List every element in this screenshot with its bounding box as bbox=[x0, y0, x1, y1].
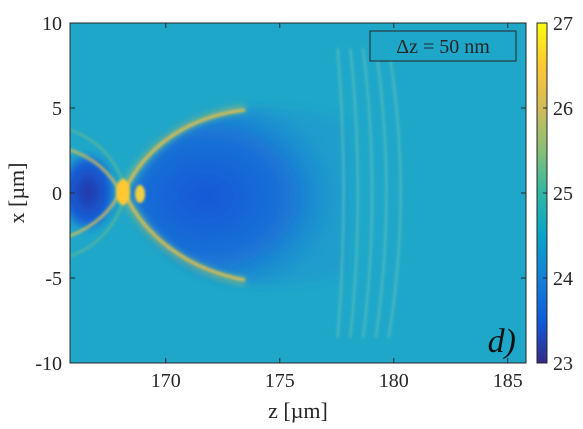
colorbar-tick-label: 27 bbox=[553, 13, 573, 35]
y-tick-label: -10 bbox=[35, 353, 62, 375]
heatmap bbox=[70, 23, 526, 363]
annotation-text: Δz = 50 nm bbox=[396, 36, 490, 58]
colorbar-tick-label: 23 bbox=[553, 353, 573, 375]
colorbar-axis: 23 24 25 26 27 bbox=[543, 13, 573, 375]
fringe-line bbox=[349, 48, 359, 338]
low-density-cavity bbox=[128, 108, 351, 286]
hot-spot bbox=[116, 179, 130, 205]
colorbar-tick-label: 25 bbox=[553, 183, 573, 205]
left-cavity bbox=[70, 150, 118, 234]
y-tick-label: 10 bbox=[42, 13, 62, 35]
colorbar-tick-label: 26 bbox=[553, 98, 573, 120]
fringes bbox=[336, 48, 402, 338]
annotation-box bbox=[369, 30, 517, 62]
panel-label: d) bbox=[488, 323, 516, 360]
x-tick-label: 170 bbox=[151, 370, 181, 392]
colorbar-tick-label: 24 bbox=[553, 268, 573, 290]
fringe-line bbox=[362, 48, 374, 338]
y-tick-label: 0 bbox=[52, 183, 62, 205]
fringe-line bbox=[336, 48, 345, 338]
y-axis: -10 -5 0 5 10 bbox=[35, 13, 526, 375]
y-axis-label: x [µm] bbox=[4, 163, 29, 224]
x-axis-label: z [µm] bbox=[268, 398, 328, 423]
hot-spot-secondary bbox=[135, 185, 145, 203]
y-tick-label: -5 bbox=[45, 268, 62, 290]
x-tick-label: 175 bbox=[265, 370, 295, 392]
y-tick-label: 5 bbox=[52, 98, 62, 120]
x-axis: 170 175 180 185 bbox=[151, 23, 523, 392]
x-tick-label: 185 bbox=[493, 370, 523, 392]
x-tick-label: 180 bbox=[379, 370, 409, 392]
fringe-line bbox=[374, 48, 388, 338]
fringe-line bbox=[387, 48, 402, 338]
